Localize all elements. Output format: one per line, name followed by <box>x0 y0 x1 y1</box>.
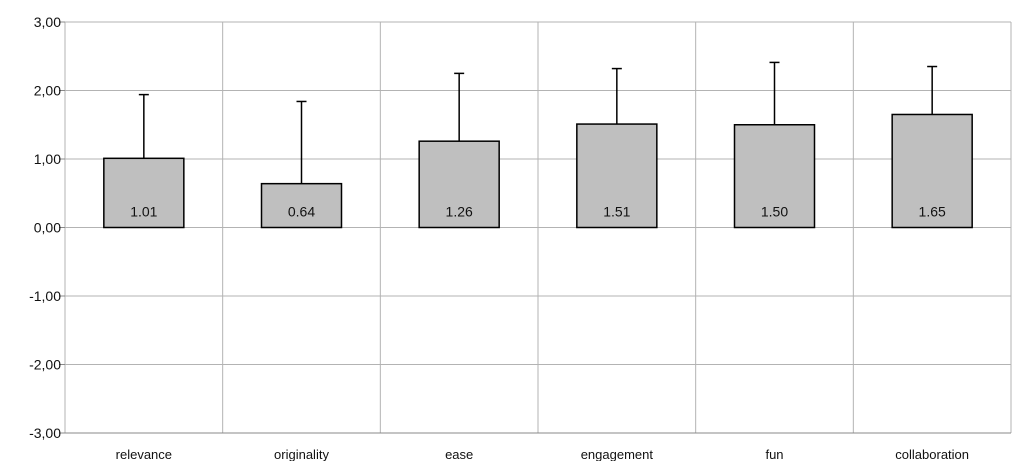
data-label-originality: 0.64 <box>288 204 315 220</box>
x-category-label: collaboration <box>895 447 969 461</box>
bar-engagement <box>576 123 658 229</box>
y-tick-label: -2,00 <box>29 357 61 373</box>
error-bars <box>138 61 938 184</box>
data-labels: 1.01 0.64 1.26 1.51 1.50 1.65 <box>130 204 946 220</box>
data-label-engagement: 1.51 <box>603 204 630 220</box>
x-axis-categories: relevance originality ease engagement fun col… <box>116 447 969 461</box>
y-tick-label: -1,00 <box>29 288 61 304</box>
x-category-label: engagement <box>581 447 654 461</box>
data-label-relevance: 1.01 <box>130 204 157 220</box>
y-tick-label: 2,00 <box>34 83 61 99</box>
y-axis-ticks: 3,00 2,00 1,00 0,00 -1,00 -2,00 -3,00 <box>29 14 65 441</box>
grid-lines <box>64 21 1012 434</box>
y-tick-label: -3,00 <box>29 425 61 441</box>
x-category-label: originality <box>274 447 329 461</box>
y-tick-label: 0,00 <box>34 220 61 236</box>
bar-collaboration <box>891 113 973 229</box>
bar-relevance <box>103 157 185 229</box>
data-label-collaboration: 1.65 <box>919 204 946 220</box>
x-category-label: relevance <box>116 447 172 461</box>
y-tick-label: 3,00 <box>34 14 61 30</box>
data-label-fun: 1.50 <box>761 204 788 220</box>
data-label-ease: 1.26 <box>446 204 473 220</box>
bar-fun <box>733 124 816 229</box>
bar-ease <box>418 140 500 229</box>
bars <box>103 113 973 229</box>
y-tick-label: 1,00 <box>34 151 61 167</box>
x-category-label: fun <box>765 447 783 461</box>
x-category-label: ease <box>445 447 473 461</box>
